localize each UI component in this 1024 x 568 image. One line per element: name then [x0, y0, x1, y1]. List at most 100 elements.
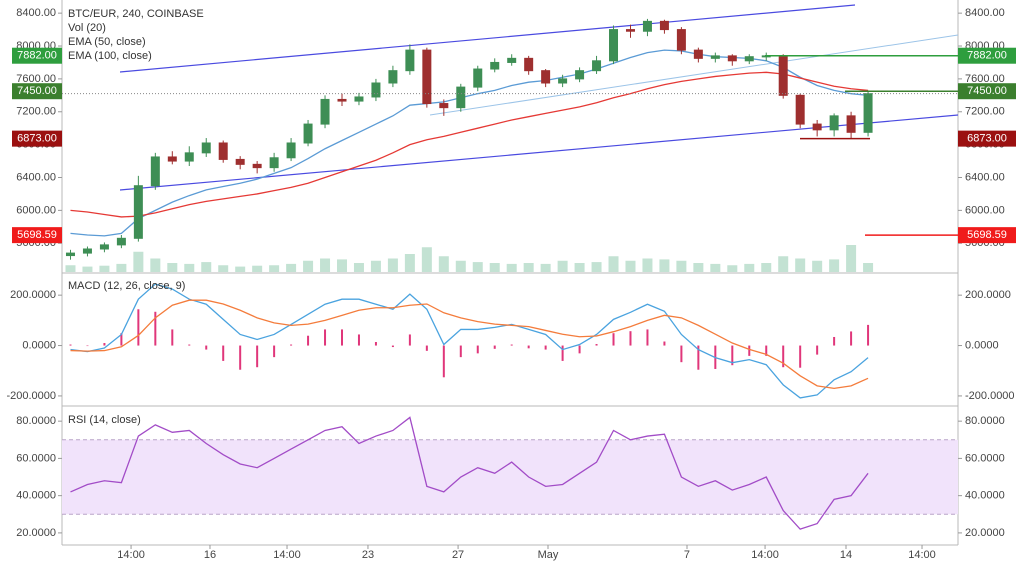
y-tick-label: 40.0000: [16, 490, 56, 502]
level-label: 7882.00: [17, 50, 57, 62]
histogram-bar: [408, 334, 411, 346]
y-tick-label: 0.0000: [965, 339, 999, 351]
histogram-bar: [765, 345, 768, 356]
histogram-bar: [680, 345, 683, 363]
legend-entry: Vol (20): [68, 22, 106, 34]
y-tick-label: -200.0000: [6, 390, 56, 402]
x-tick-label: 16: [204, 549, 216, 561]
candle-body: [99, 244, 109, 250]
candle-body: [65, 252, 75, 257]
histogram-bar: [69, 344, 72, 346]
y-tick-label: 7600.00: [16, 73, 56, 85]
candle-body: [524, 57, 534, 72]
histogram-bar: [646, 329, 649, 346]
y-tick-label: 200.0000: [965, 289, 1011, 301]
candle-body: [184, 152, 194, 162]
histogram-bar: [493, 345, 496, 349]
histogram-bar: [663, 341, 666, 346]
candle-body: [592, 60, 602, 72]
chart-title: BTC/EUR, 240, COINBASE: [68, 8, 204, 20]
candle-body: [541, 70, 551, 84]
volume-bar: [455, 260, 466, 272]
volume-bar: [846, 245, 857, 272]
x-tick-label: 14:00: [117, 549, 145, 561]
level-label: 6873.00: [17, 133, 57, 145]
histogram-bar: [816, 345, 819, 355]
candle-body: [625, 29, 635, 32]
level-box: [12, 47, 62, 64]
candle-body: [116, 237, 126, 246]
histogram-bar: [86, 345, 89, 347]
histogram-bar: [103, 343, 106, 346]
volume-bar: [218, 265, 229, 272]
x-tick-label: 14:00: [273, 549, 301, 561]
volume-bar: [286, 263, 297, 272]
y-tick-label: -200.0000: [965, 390, 1015, 402]
histogram-bar: [120, 333, 123, 346]
level-label: 6873.00: [967, 133, 1007, 145]
x-tick-label: 27: [452, 549, 464, 561]
level-box: [12, 83, 62, 100]
candle-body: [303, 123, 313, 144]
volume-bar: [320, 258, 331, 272]
volume-bar: [625, 260, 636, 272]
candle-body: [693, 49, 703, 59]
volume-bar: [404, 254, 415, 272]
histogram-bar: [595, 344, 598, 346]
x-tick-label: 14:00: [908, 549, 936, 561]
histogram-bar: [290, 344, 293, 346]
candle-body: [778, 55, 788, 96]
histogram-bar: [324, 329, 327, 346]
level-label: 5698.59: [17, 229, 57, 241]
y-tick-label: 7600.00: [965, 73, 1005, 85]
volume-bar: [99, 265, 110, 272]
y-tick-label: 6400.00: [16, 171, 56, 183]
volume-bar: [506, 263, 517, 272]
y-tick-label: 20.0000: [16, 527, 56, 539]
volume-bar: [252, 265, 263, 272]
candle-body: [218, 142, 228, 160]
histogram-bar: [154, 311, 157, 346]
y-tick-label: 6000.00: [16, 204, 56, 216]
y-tick-label: 80.0000: [965, 415, 1005, 427]
volume-bar: [303, 260, 314, 272]
y-tick-label: 7200.00: [965, 106, 1005, 118]
candle-body: [388, 70, 398, 84]
histogram-bar: [188, 344, 191, 346]
candle-body: [439, 103, 449, 109]
histogram-bar: [561, 345, 564, 361]
y-tick-label: 60.0000: [965, 452, 1005, 464]
volume-bar: [489, 263, 500, 272]
histogram-bar: [629, 331, 632, 346]
volume-bar: [676, 260, 687, 272]
level-box: [958, 227, 1016, 244]
histogram-bar: [137, 309, 140, 346]
candle-body: [422, 49, 432, 105]
histogram-bar: [799, 345, 802, 368]
candle-body: [371, 82, 381, 98]
volume-bar: [523, 263, 534, 272]
volume-bar: [863, 263, 874, 272]
line: [70, 71, 869, 218]
volume-bar: [133, 251, 144, 272]
legend-entry: EMA (100, close): [68, 50, 152, 62]
histogram-bar: [578, 345, 581, 354]
histogram-bar: [476, 345, 479, 354]
candle-body: [558, 78, 568, 84]
volume-bar: [116, 263, 127, 272]
level-box: [12, 227, 62, 244]
volume-bar: [710, 263, 721, 272]
histogram-bar: [731, 345, 734, 366]
candle-body: [507, 57, 517, 63]
histogram-bar: [697, 345, 700, 370]
candle-body: [354, 96, 364, 102]
candle-body: [812, 123, 822, 131]
volume-bar: [167, 263, 178, 272]
y-tick-label: 60.0000: [16, 452, 56, 464]
histogram-bar: [612, 333, 615, 346]
candle-body: [150, 156, 160, 187]
volume-bar: [184, 263, 195, 272]
volume-bar: [370, 260, 381, 272]
